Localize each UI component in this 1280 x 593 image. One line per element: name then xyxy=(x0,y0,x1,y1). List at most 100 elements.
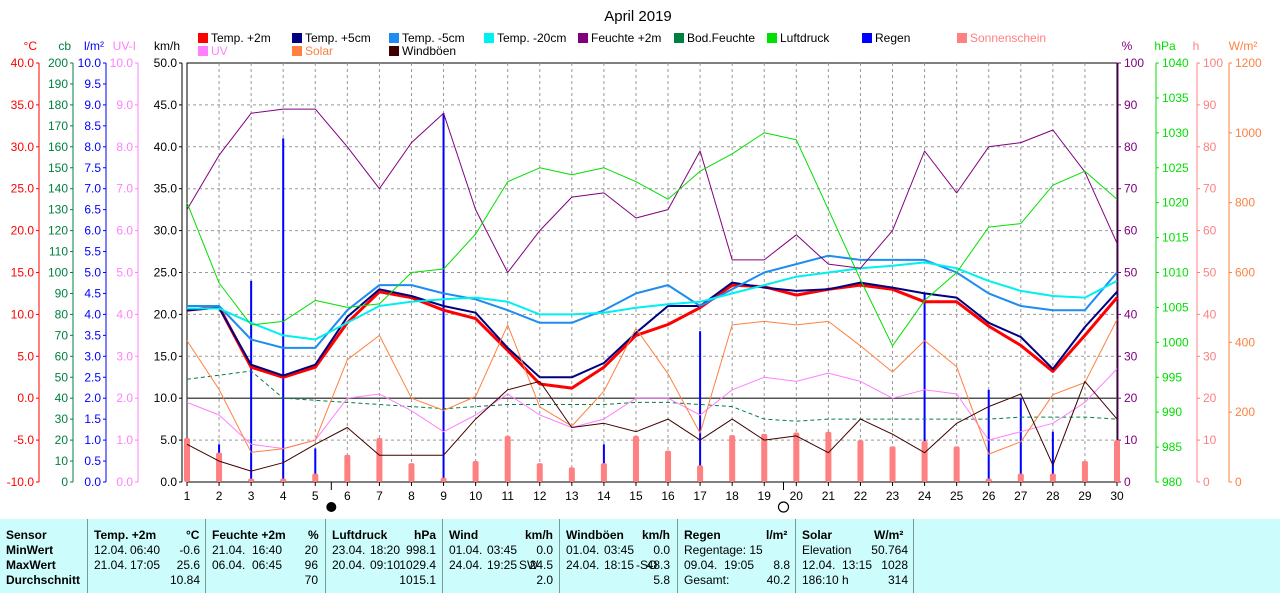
axis-tick-label: 5.5 xyxy=(84,245,101,259)
axis-tick-label: 1020 xyxy=(1162,196,1189,210)
axis-tick-label: 20.0 xyxy=(154,307,178,321)
stats-luftdruck-header: Luftdruck xyxy=(332,528,388,542)
stats-sensor-header: Sensor xyxy=(6,528,47,542)
rain-bar xyxy=(699,331,702,482)
sunshine-bar xyxy=(248,478,255,482)
axis-tick-label: 45.0 xyxy=(154,98,178,112)
sunshine-bar xyxy=(280,478,287,482)
stats-windboeen-max-direction: -SO xyxy=(636,558,658,572)
axis-tick-label: 2.0 xyxy=(116,391,133,405)
axis-tick-label: 70 xyxy=(1124,182,1138,196)
axis-tick-label: 25.0 xyxy=(154,266,178,280)
axis-tick-label: 40 xyxy=(55,391,69,405)
stats-row-label: MaxWert xyxy=(6,558,56,572)
legend-label: Feuchte +2m xyxy=(591,31,661,45)
axis-tick-label: 600 xyxy=(1235,266,1255,280)
axis-tick-label: 1200 xyxy=(1235,56,1262,70)
stats-feuchte-avg-value: 70 xyxy=(304,573,318,587)
legend-label: Temp. +2m xyxy=(211,31,271,45)
stats-solar-duration: 186:10 h xyxy=(802,573,849,587)
stats-wind-min-value: 0.0 xyxy=(536,543,553,557)
axis-tick-label: 1.5 xyxy=(84,412,101,426)
rain-bar xyxy=(1019,398,1022,482)
stats-temp: Temp. +2m °C 12.04. 06:40 -0.6 21.04. 17… xyxy=(87,519,206,593)
axis-tick-label: 0.0 xyxy=(17,391,34,405)
axis-unit-label: km/h xyxy=(154,39,180,53)
sunshine-bar xyxy=(472,461,479,482)
axis-tick-label: 80 xyxy=(55,307,69,321)
stats-regen: Regen l/m² Regentage: 15 09.04. 19:05 8.… xyxy=(677,519,796,593)
axis-tick-label: 1040 xyxy=(1162,56,1189,70)
axis-tick-label: 100 xyxy=(48,266,68,280)
axis-tick-label: 50 xyxy=(1124,266,1138,280)
axis-tick-label: 990 xyxy=(1162,405,1182,419)
stats-windboeen-min-date: 01.04. xyxy=(566,543,600,557)
axis-tick-label: 130 xyxy=(48,203,68,217)
axis-tick-label: 1000 xyxy=(1235,126,1262,140)
stats-wind: Wind km/h 01.04. 03:45 0.0 24.04. 19:25 … xyxy=(442,519,560,593)
legend-swatch xyxy=(292,46,302,56)
stats-solar-max-value: 1028 xyxy=(881,558,908,572)
axis-tick-label: 60 xyxy=(1203,224,1217,238)
stats-feuchte-max-time: 06:45 xyxy=(252,558,283,572)
x-axis-tick-label: 1 xyxy=(184,489,191,503)
x-axis-tick-label: 29 xyxy=(1078,489,1092,503)
axis-tick-label: 0 xyxy=(1235,475,1242,489)
sunshine-bar xyxy=(665,450,672,482)
axis-tick-label: 20 xyxy=(1124,391,1138,405)
x-axis-tick-label: 20 xyxy=(790,489,804,503)
stats-windboeen-max-value: 48.3 xyxy=(646,558,670,572)
axis-tick-label: 0.0 xyxy=(84,475,101,489)
axis-tick-label: 9.5 xyxy=(84,77,101,91)
stats-regen-max-date: 09.04. xyxy=(684,558,718,572)
x-axis-tick-label: 2 xyxy=(216,489,223,503)
stats-solar-max-time: 13:15 xyxy=(842,558,873,572)
axis-tick-label: 2.0 xyxy=(84,391,101,405)
axis-tick-label: 9.0 xyxy=(84,98,101,112)
axis-tick-label: 3.0 xyxy=(84,349,101,363)
axis-tick-label: 10.0 xyxy=(78,56,102,70)
legend-swatch xyxy=(389,46,399,56)
legend-label: Bod.Feuchte xyxy=(687,31,755,45)
axis-tick-label: 7.5 xyxy=(84,161,101,175)
sunshine-bar xyxy=(184,438,190,482)
axis-tick-label: 180 xyxy=(48,98,68,112)
axis-tick-label: 7.0 xyxy=(116,182,133,196)
legend-swatch xyxy=(674,33,684,43)
axis-tick-label: -10.0 xyxy=(7,475,35,489)
axis-tick-label: 995 xyxy=(1162,370,1182,384)
sunshine-bar xyxy=(600,463,607,482)
axis-tick-label: 10 xyxy=(1203,433,1217,447)
axis-tick-label: 400 xyxy=(1235,335,1255,349)
sunshine-bar xyxy=(857,440,864,482)
axis-tick-label: 30.0 xyxy=(154,224,178,238)
stats-solar-elevation-label: Elevation xyxy=(802,543,852,557)
stats-row-label: MinWert xyxy=(6,543,54,557)
axis-tick-label: 30 xyxy=(55,412,69,426)
stats-windboeen-min-value: 0.0 xyxy=(653,543,670,557)
axis-tick-label: -5.0 xyxy=(13,433,34,447)
axis-tick-label: 35.0 xyxy=(154,182,178,196)
axis-tick-label: 70 xyxy=(1203,182,1217,196)
axis-tick-label: 50 xyxy=(1203,266,1217,280)
axis-tick-label: 25.0 xyxy=(11,182,35,196)
axis-tick-label: 0.0 xyxy=(116,475,133,489)
rain-bar xyxy=(250,280,253,482)
axis-tick-label: 7.0 xyxy=(84,182,101,196)
axis-tick-label: 110 xyxy=(49,245,68,259)
axis-unit-label: W/m² xyxy=(1229,39,1258,53)
stats-windboeen-min-time: 03:45 xyxy=(604,543,635,557)
axis-tick-label: 30.0 xyxy=(11,140,35,154)
series-line xyxy=(187,254,1118,349)
sunshine-bar xyxy=(1081,461,1088,482)
legend-swatch xyxy=(198,46,208,56)
axis-tick-label: 40 xyxy=(1124,307,1138,321)
stats-temp-header: Temp. +2m xyxy=(94,528,157,542)
stats-luftdruck-min-date: 23.04. xyxy=(332,543,366,557)
axis-tick-label: 80 xyxy=(1124,140,1138,154)
axis-tick-label: 9.0 xyxy=(116,98,133,112)
stats-temp-min-value: -0.6 xyxy=(179,543,200,557)
axis-tick-label: 1.0 xyxy=(116,433,133,447)
axis-tick-label: 10.0 xyxy=(11,307,35,321)
axis-tick-label: 170 xyxy=(48,119,68,133)
